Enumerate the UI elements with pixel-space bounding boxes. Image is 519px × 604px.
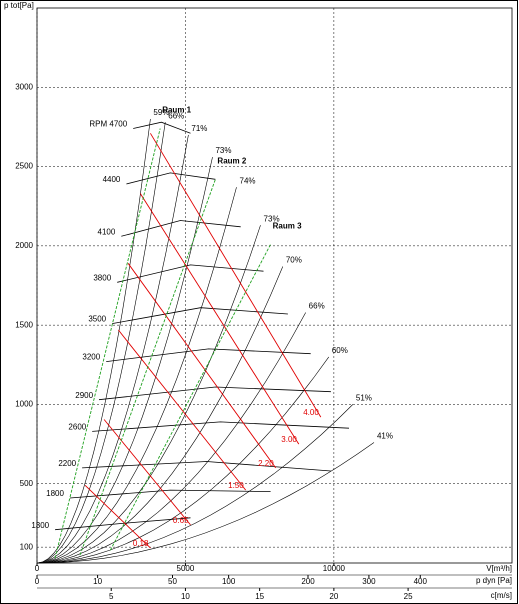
rpm-label: 1300 <box>31 521 49 530</box>
system-curve <box>36 157 213 564</box>
rpm-label: 3800 <box>93 273 111 282</box>
x-tick-label: 5000 <box>177 564 195 573</box>
room-line <box>109 244 271 551</box>
efficiency-label: 66% <box>168 111 184 120</box>
power-line <box>150 133 322 418</box>
rpm-label: 2200 <box>58 459 76 468</box>
rpm-label: RPM 4700 <box>89 120 127 129</box>
rpm-label: 2600 <box>68 422 86 431</box>
y-axis-label: p tot[Pa] <box>4 1 34 10</box>
rpm-label: 3500 <box>88 315 106 324</box>
y-tick-label: 2000 <box>15 241 33 250</box>
y-tick-label: 1500 <box>15 320 33 329</box>
system-curve <box>36 442 375 564</box>
efficiency-label: 60% <box>332 346 348 355</box>
x-tick-label: 10000 <box>323 564 346 573</box>
pdyn-tick-label: 300 <box>362 577 376 586</box>
room-label: Raum 2 <box>217 156 246 165</box>
rpm-curve <box>117 264 264 283</box>
power-line <box>84 484 151 549</box>
y-tick-label: 3000 <box>15 82 33 91</box>
y-tick-label: 500 <box>20 479 34 488</box>
x-tick-label: 0 <box>35 564 40 573</box>
pdyn-tick-label: 10 <box>93 577 102 586</box>
rpm-label: 4100 <box>98 227 116 236</box>
system-curve <box>36 266 284 564</box>
rpm-curve <box>112 307 288 324</box>
efficiency-label: 41% <box>377 432 393 441</box>
efficiency-label: 73% <box>264 214 280 223</box>
y-tick-label: 100 <box>20 542 34 551</box>
c-tick-label: 10 <box>181 592 190 601</box>
efficiency-label: 71% <box>191 124 207 133</box>
pdyn-tick-label: 100 <box>222 577 236 586</box>
system-curve <box>36 122 166 564</box>
efficiency-label: 66% <box>309 302 325 311</box>
pdyn-axis-label: p dyn [Pa] <box>476 576 512 585</box>
c-axis-label: c[m/s] <box>491 591 512 600</box>
power-label: 0.18 <box>133 539 149 548</box>
rpm-label: 3200 <box>82 353 100 362</box>
y-tick-label: 1000 <box>15 400 33 409</box>
power-line <box>117 329 247 491</box>
rpm-curve <box>92 421 350 432</box>
system-curve <box>36 356 330 564</box>
c-tick-label: 25 <box>404 592 413 601</box>
efficiency-label: 70% <box>286 256 302 265</box>
pdyn-tick-label: 200 <box>301 577 315 586</box>
efficiency-label: 51% <box>356 394 372 403</box>
room-label: Raum 3 <box>273 221 302 230</box>
rpm-label: 2900 <box>75 391 93 400</box>
rpm-curve <box>121 220 241 237</box>
power-label: 1.50 <box>228 481 244 490</box>
rpm-label: 4400 <box>103 175 121 184</box>
efficiency-label: 59% <box>153 108 169 117</box>
system-curve <box>36 404 354 564</box>
room-line <box>54 128 161 559</box>
x-axis-label: V[m³/h] <box>486 564 512 573</box>
system-curve <box>36 187 237 564</box>
y-tick-label: 2500 <box>15 162 33 171</box>
power-line <box>103 419 191 526</box>
rpm-curve <box>98 386 331 401</box>
power-label: 4.00 <box>303 408 319 417</box>
system-curve <box>36 118 151 564</box>
power-line <box>127 263 277 469</box>
room-line <box>79 179 216 556</box>
pdyn-tick-label: 0 <box>35 577 40 586</box>
rpm-curve <box>133 121 191 134</box>
system-curve <box>36 225 261 564</box>
system-curve <box>36 134 189 564</box>
power-label: 0.65 <box>173 516 189 525</box>
rpm-curve <box>55 517 191 531</box>
c-tick-label: 5 <box>109 592 114 601</box>
power-line <box>139 193 300 445</box>
power-label: 2.20 <box>258 459 274 468</box>
c-tick-label: 15 <box>255 592 264 601</box>
rpm-curve <box>69 489 271 499</box>
rpm-curve <box>82 461 331 472</box>
efficiency-label: 74% <box>240 176 256 185</box>
power-label: 3.00 <box>281 435 297 444</box>
rpm-label: 1800 <box>46 489 64 498</box>
efficiency-label: 73% <box>215 146 231 155</box>
rpm-curve <box>126 172 216 185</box>
room-label: Raum 1 <box>162 106 191 115</box>
pdyn-tick-label: 50 <box>168 577 177 586</box>
c-tick-label: 20 <box>329 592 338 601</box>
pdyn-tick-label: 400 <box>414 577 428 586</box>
